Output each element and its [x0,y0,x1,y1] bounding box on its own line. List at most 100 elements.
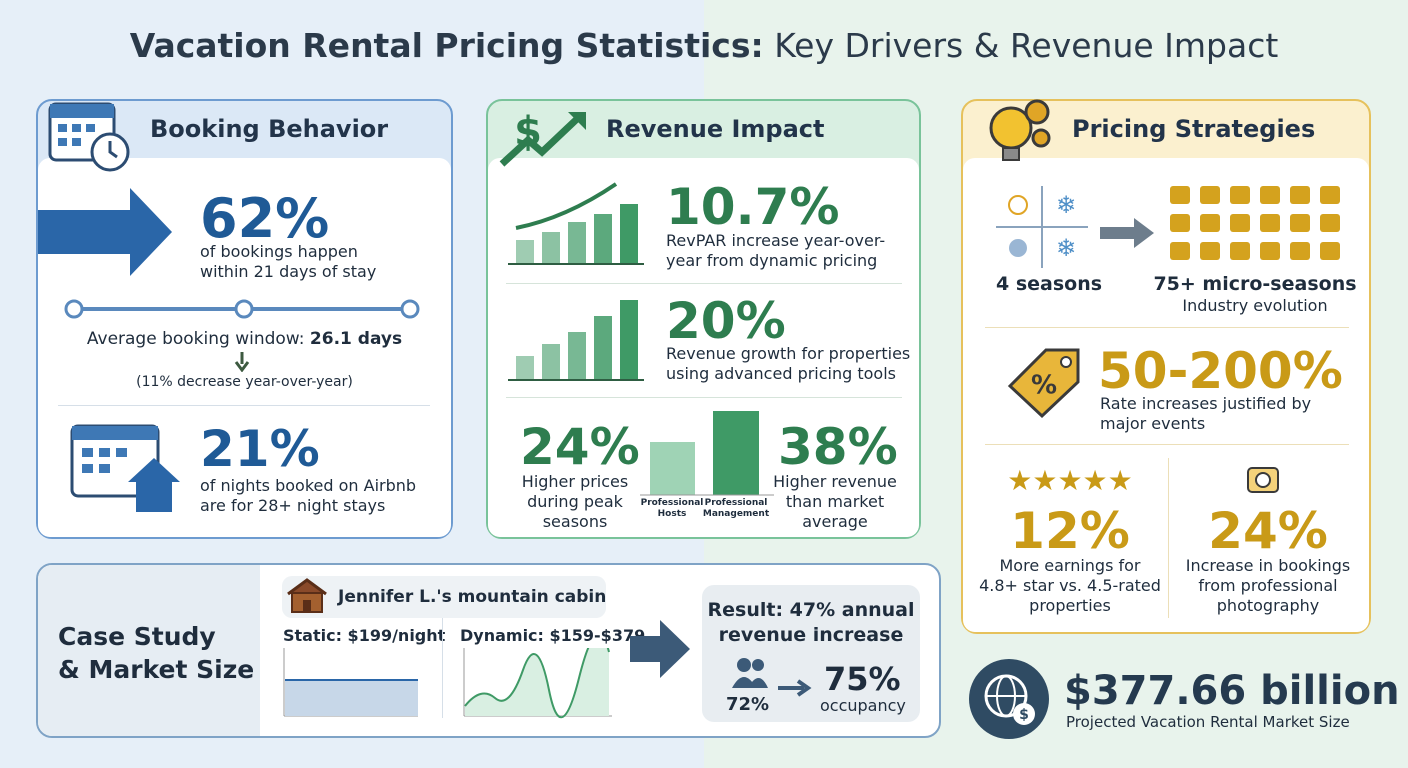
line: of bookings happen [200,242,358,261]
stat-value: 62% [200,187,330,250]
arrow [38,188,172,276]
down-arrow [234,352,250,372]
line: & Market Size [58,655,255,684]
line: Rate increases justified by [1100,394,1312,413]
dynamic-chart [463,648,612,719]
bar-label: Professional Hosts [638,498,706,520]
growth-icon: $ [499,109,586,167]
case-label-bg [38,565,260,736]
line: Revenue growth for properties [666,344,911,363]
seasons: 4 seasons [996,273,1103,295]
line: revenue increase [718,624,904,646]
arrow [778,679,812,697]
title-rest: Key Drivers & Revenue Impact [774,26,1279,65]
idea-icon [989,99,1051,161]
line: during peak [527,492,623,511]
divider [506,283,902,284]
svg-text:❄: ❄ [1056,191,1076,219]
line: within 21 days of stay [200,262,377,281]
occupancy-label: occupancy [820,696,906,715]
stat-text: of nights booked on Airbnb are for 28+ ni… [200,476,416,516]
people-icon [732,658,768,688]
line: Professional [704,498,768,508]
stat-text: Revenue growth for properties using advan… [666,344,910,384]
line: using advanced pricing tools [666,364,896,383]
stat-value: 24% [1208,502,1328,560]
line: than market [785,492,885,511]
occupancy-after: 75% [824,660,901,698]
svg-text:%: % [1031,371,1057,401]
micro-seasons-icon [1170,186,1340,260]
line: year from dynamic pricing [666,251,878,270]
line: seasons [542,512,608,531]
seasons-icon: ❄❄ [996,186,1088,268]
stat-text: RevPAR increase year-over-year from dyna… [666,231,885,271]
line: properties [1029,596,1111,615]
stat-text: More earnings for 4.8+ star vs. 4.5-rated… [975,556,1165,616]
divider [985,327,1349,328]
micro-sub: Industry evolution [1182,296,1328,315]
property-pill [282,576,606,618]
divider [442,618,443,718]
booking-heading: Booking Behavior [150,115,389,143]
line: major events [1100,414,1206,433]
stat-value: 50-200% [1098,342,1343,400]
strategies-heading: Pricing Strategies [1072,115,1316,143]
result-box [702,585,920,722]
property: Jennifer L.'s mountain cabin [338,587,607,607]
stat-text: of bookings happen within 21 days of stay [200,242,376,282]
line: Higher revenue [773,472,897,491]
occupancy-before: 72% [726,694,770,715]
micro-seasons: 75+ micro-seasons [1153,273,1357,295]
calendar-house-icon [70,424,180,512]
stat-value: 21% [200,420,320,478]
static-chart [283,648,418,717]
line: Management [702,509,770,519]
timeline [64,299,420,319]
stat-text: Increase in bookings from professional pho… [1170,556,1366,616]
cabin-icon [287,578,327,613]
stat-text: Higher revenue than market average [770,472,900,532]
stat-value: 20% [666,292,786,350]
stat-value: 24% [520,418,640,476]
line: Higher prices [521,472,629,491]
line: RevPAR increase year-over- [666,231,886,250]
bar-label: Professional Management [700,498,772,520]
globe-icon: $ [969,659,1049,739]
divider [58,405,430,406]
line: photography [1216,596,1320,615]
line: Increase in bookings [1185,556,1351,575]
line: of nights booked on Airbnb [200,476,417,495]
title-bold: Vacation Rental Pricing Statistics: [129,26,764,65]
window-note: (11% decrease year-over-year) [136,374,353,390]
result: Result: 47% annual revenue increase [702,598,920,648]
static-price: Static: $199/night [283,626,446,645]
tag-icon: % [1007,348,1080,419]
market-value: $377.66 billion [1064,668,1400,714]
line: More earnings for [999,556,1141,575]
revenue-heading: Revenue Impact [606,115,825,143]
line: Hosts [657,509,687,519]
window: Average booking window: 26.1 days [38,329,451,349]
line: 4.8+ star vs. 4.5-rated [979,576,1161,595]
stat-value: 38% [778,418,898,476]
case-heading: Case Study & Market Size [58,620,254,686]
dynamic-price: Dynamic: $159-$379 [460,626,646,645]
bars-icon [508,182,644,265]
market-label: Projected Vacation Rental Market Size [1066,713,1350,731]
line: from professional [1198,576,1338,595]
divider [1168,458,1169,618]
bars-icon [508,300,644,381]
window-value: 26.1 days [309,329,403,349]
stars: ★★★★★ [1007,464,1133,497]
line: Professional [640,498,704,508]
line: average [802,512,868,531]
line: are for 28+ night stays [200,496,386,515]
svg-text:❄: ❄ [1056,234,1076,262]
line: Result: 47% annual [707,599,915,621]
stat-text: Higher prices during peak seasons [510,472,640,532]
divider [506,397,902,398]
line: Case Study [58,622,216,651]
title: Vacation Rental Pricing Statistics: Key … [0,26,1408,65]
